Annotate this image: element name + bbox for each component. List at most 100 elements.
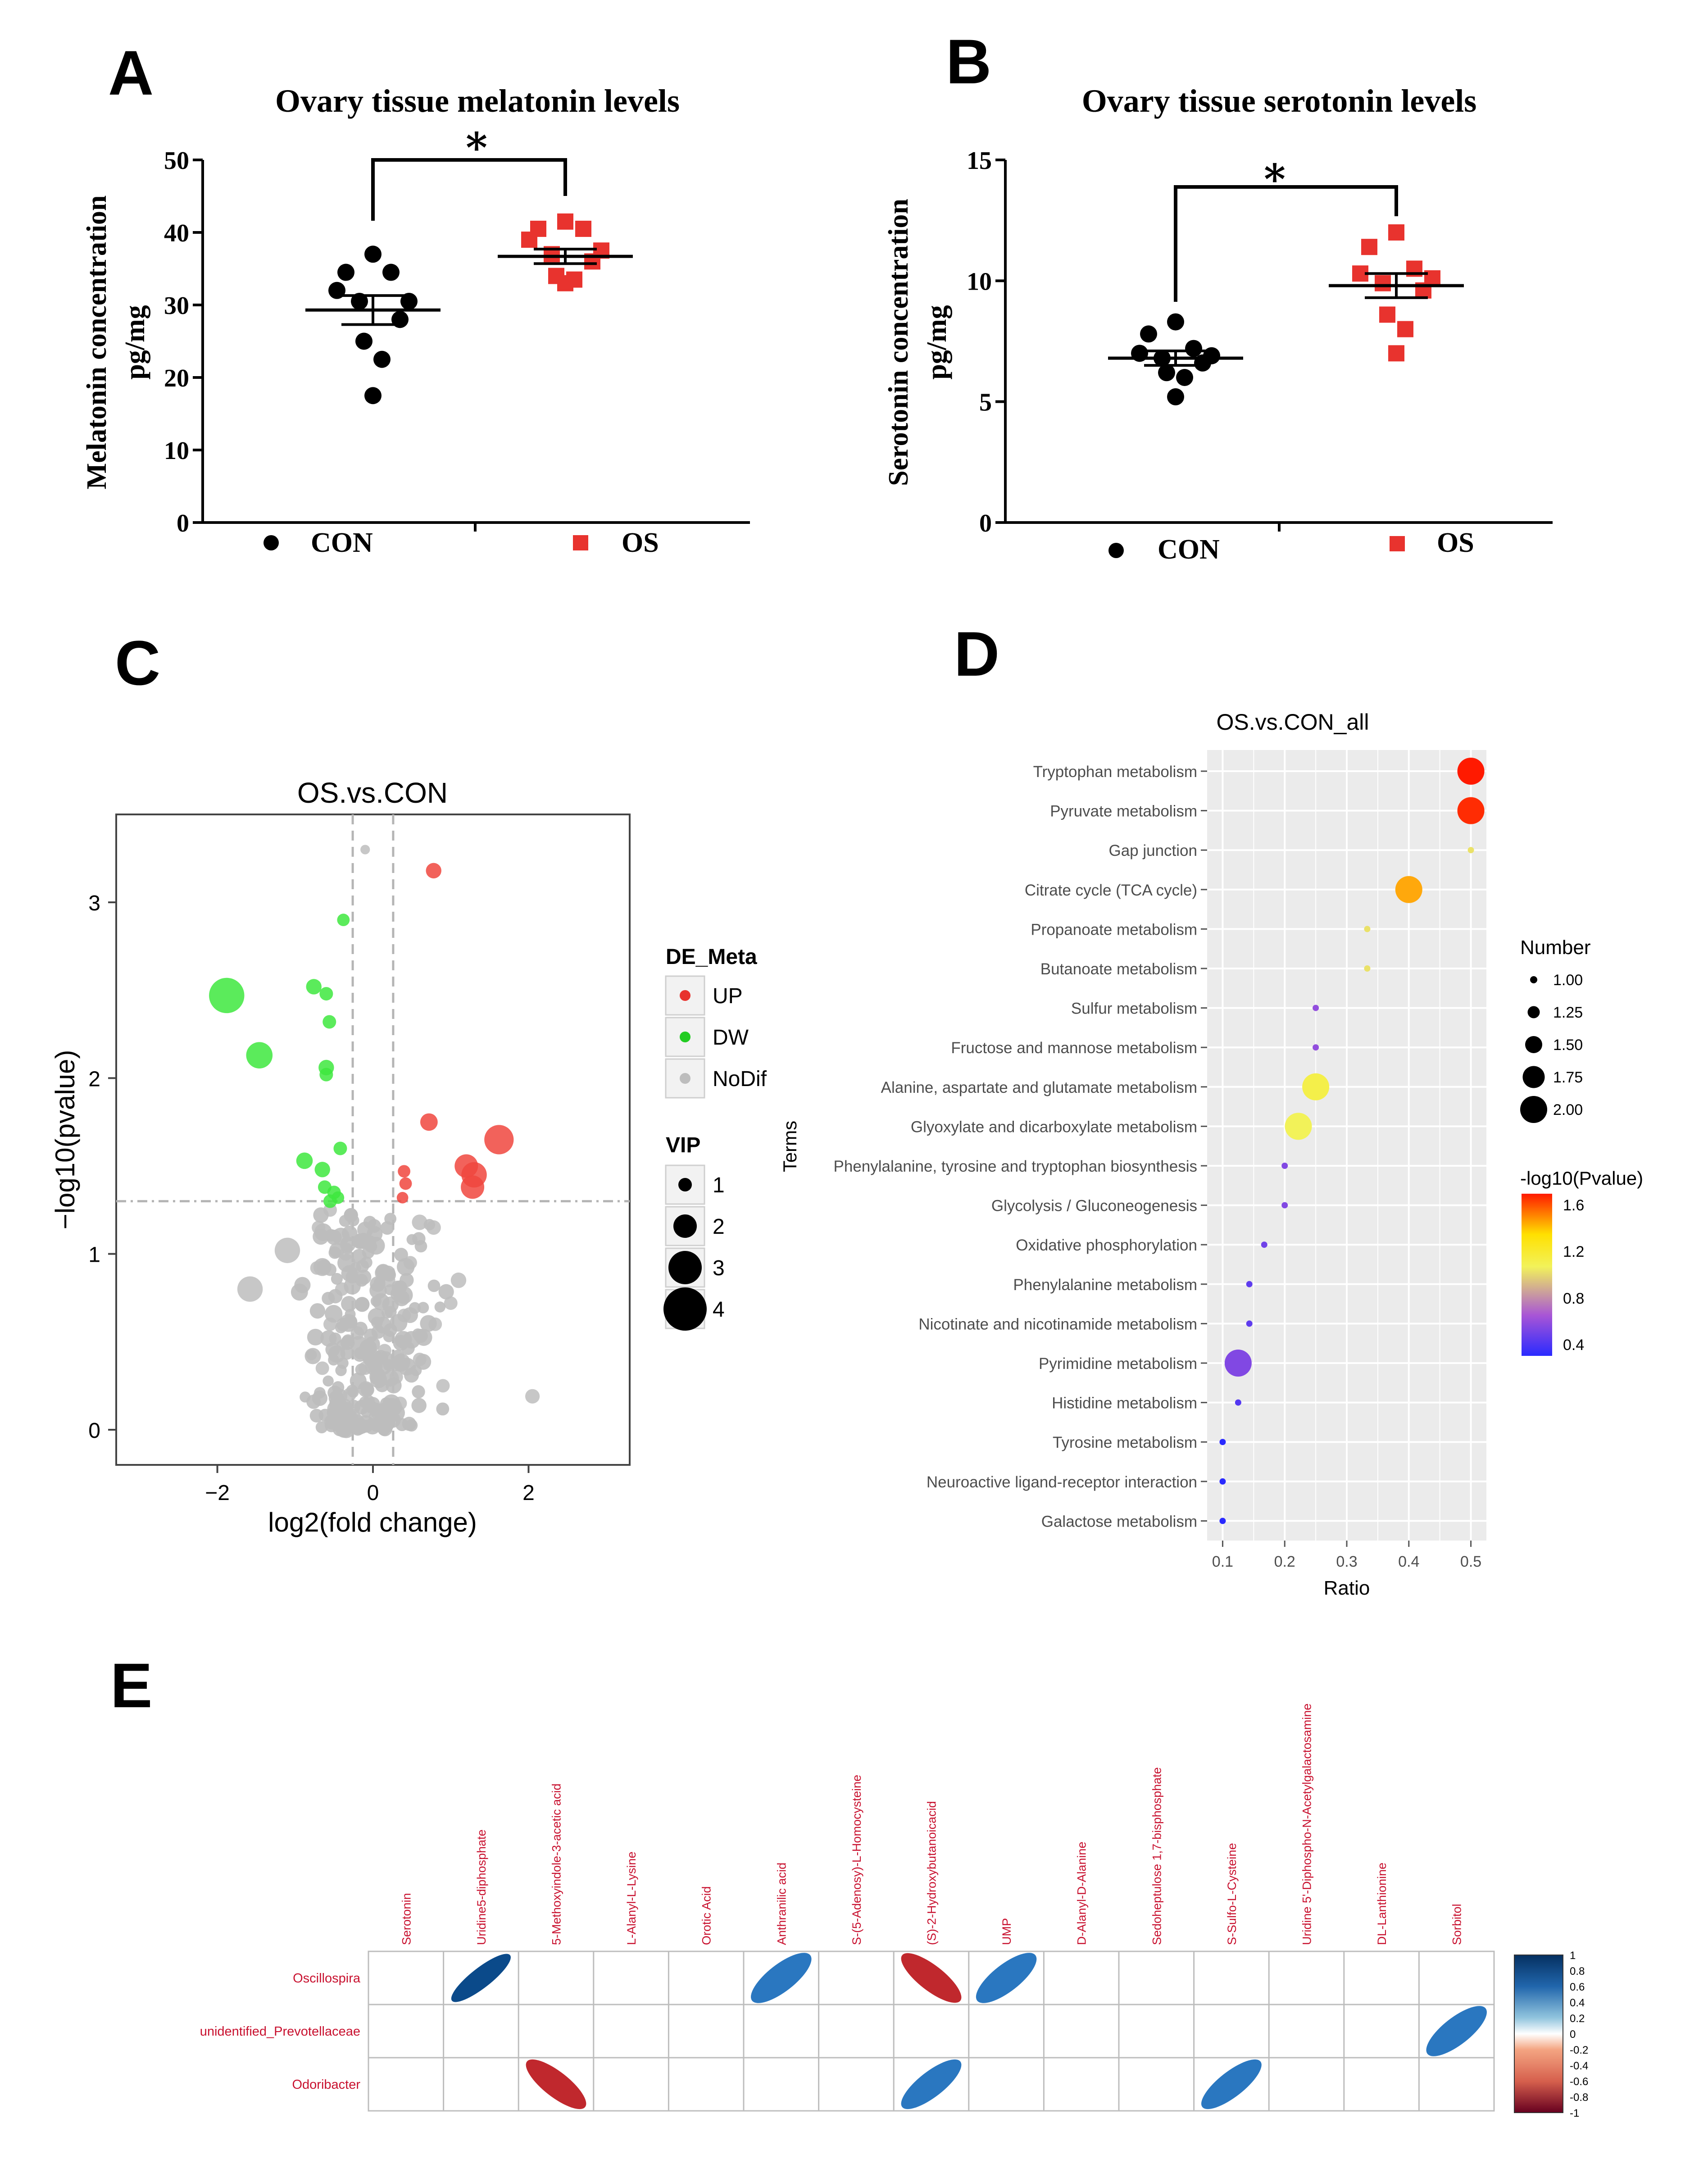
panel-e-row-labels: Oscillospira unidentified_Prevotellaceae O…	[200, 1971, 361, 2092]
term-point	[1364, 926, 1371, 932]
y-tick-label: 50	[164, 147, 189, 175]
term-label: Tryptophan metabolism	[1033, 763, 1197, 781]
nodif-point	[374, 1414, 388, 1428]
colorbar-tick-label: 0.4	[1563, 1337, 1584, 1354]
dw-point	[319, 1068, 333, 1082]
term-label: Oxidative phosphorylation	[1016, 1237, 1197, 1254]
panel-d: D OS.vs.CON_all Tryptophan metabolism Pyr…	[779, 618, 1643, 1599]
column-label: 5-Methoxyindole-3-acetic acid	[550, 1783, 563, 1945]
nodif-point	[389, 1370, 403, 1384]
x-tick-label: 0.3	[1336, 1553, 1357, 1570]
nodif-point	[377, 1344, 391, 1358]
panel-c-xlabel: log2(fold change)	[268, 1507, 477, 1537]
x-tick-label: 0.4	[1398, 1553, 1419, 1570]
panel-b-legend-os: OS	[1437, 527, 1474, 558]
legend-con-marker	[263, 535, 279, 550]
panel-a: A Ovary tissue melatonin levels Melatoni…	[82, 37, 750, 558]
nodif-point	[328, 1390, 345, 1406]
panel-b-title: Ovary tissue serotonin levels	[1082, 83, 1477, 119]
nodif-point	[312, 1221, 326, 1235]
colorbar-tick-label: -0.2	[1570, 2044, 1588, 2056]
nodif-point	[384, 1213, 397, 1225]
term-point	[1364, 965, 1371, 972]
panel-a-title: Ovary tissue melatonin levels	[275, 83, 680, 119]
nodif-point	[343, 1314, 358, 1329]
panel-d-colorbar	[1522, 1194, 1552, 1356]
panel-d-size-legend: 1.00 1.25 1.50 1.75 2.00	[1520, 972, 1583, 1123]
nodif-point	[315, 1361, 329, 1375]
size-legend-label: 1.25	[1553, 1004, 1583, 1021]
x-tick-label: 0	[367, 1481, 379, 1505]
nodif-point	[339, 1247, 353, 1261]
nodif-point	[395, 1286, 413, 1304]
term-point	[1457, 797, 1485, 824]
colorbar-tick-label: 1.2	[1563, 1243, 1584, 1260]
significance-bracket	[1174, 185, 1398, 302]
term-point	[1219, 1439, 1226, 1446]
colorbar-tick-label: 0.2	[1570, 2013, 1585, 2025]
nodif-point	[444, 1296, 458, 1310]
colorbar-tick-label: 1	[1570, 1950, 1576, 1962]
panel-c-size-legend: 1 2 3 4	[663, 1164, 725, 1331]
size-legend-label: 1	[713, 1173, 725, 1197]
colorbar-tick-label: 0	[1570, 2028, 1576, 2041]
nodif-point	[404, 1368, 419, 1383]
column-label: DL-Lanthionine	[1375, 1863, 1389, 1945]
panel-e-colorbar	[1514, 1955, 1563, 2113]
nodif-point	[354, 1297, 370, 1312]
size-legend-swatch	[1522, 1066, 1545, 1088]
up-point	[399, 1177, 412, 1190]
size-legend-label: 2	[713, 1215, 725, 1239]
column-label: Serotonin	[400, 1893, 413, 1945]
dw-point	[337, 914, 350, 927]
colorbar-tick-label: -0.6	[1570, 2076, 1588, 2088]
panel-e-column-labels: Serotonin Uridine5-diphosphate 5-Methoxyin…	[400, 1704, 1463, 1945]
con-point	[382, 264, 400, 281]
nodif-point	[335, 1282, 349, 1296]
panel-b-legend: CON OS	[1108, 527, 1474, 565]
nodif-point	[328, 1345, 345, 1363]
correlation-ellipse	[751, 1953, 812, 2003]
panel-d-xlabel: Ratio	[1324, 1577, 1370, 1599]
panel-a-legend: CON OS	[263, 527, 659, 558]
colorbar-tick-label: -1	[1570, 2107, 1579, 2119]
panel-letter-b: B	[946, 26, 991, 97]
con-point	[328, 282, 345, 299]
nodif-point	[342, 1225, 358, 1241]
up-point	[461, 1175, 485, 1199]
column-label: (S)-2-Hydroxybutanoicacid	[925, 1801, 939, 1945]
nodif-point	[364, 1240, 377, 1253]
y-tick-label: 1	[88, 1243, 100, 1267]
con-point	[1185, 340, 1202, 357]
grid-frame	[368, 1950, 1495, 2112]
term-label: Phenylalanine metabolism	[1013, 1276, 1197, 1294]
x-tick-label: 0.1	[1212, 1553, 1233, 1570]
size-legend-label: 1.75	[1553, 1069, 1583, 1086]
nodif-point	[412, 1214, 427, 1230]
term-label: Glyoxylate and dicarboxylate metabolism	[911, 1118, 1197, 1136]
nodif-point	[436, 1402, 450, 1416]
dw-point	[296, 1152, 313, 1169]
nodif-point	[315, 1421, 328, 1433]
y-tick-label: 30	[164, 292, 189, 320]
term-label: Galactose metabolism	[1041, 1513, 1197, 1530]
term-point	[1313, 1044, 1319, 1051]
y-tick-label: 5	[979, 389, 992, 417]
panel-c-size-legend-title: VIP	[666, 1133, 700, 1157]
column-label: D-Alanyl-D-Alanine	[1075, 1841, 1089, 1945]
term-label: Neuroactive ligand-receptor interaction	[927, 1473, 1197, 1491]
up-point	[398, 1165, 410, 1178]
nodif-point	[393, 1396, 407, 1410]
term-point	[1467, 847, 1474, 854]
size-legend-label: 1.50	[1553, 1036, 1583, 1054]
column-label: S-Sulfo-L-Cysteine	[1225, 1843, 1239, 1945]
y-tick-label: 40	[164, 219, 189, 247]
term-label: Pyrimidine metabolism	[1039, 1355, 1197, 1373]
term-point	[1219, 1518, 1226, 1524]
os-point	[1388, 224, 1404, 241]
panel-d-x-ticks: 0.1 0.2 0.3 0.4 0.5	[1212, 1541, 1481, 1570]
panel-d-ylabel: Terms	[779, 1121, 800, 1172]
y-tick-label: 15	[967, 147, 992, 175]
correlation-ellipse	[901, 2059, 962, 2109]
